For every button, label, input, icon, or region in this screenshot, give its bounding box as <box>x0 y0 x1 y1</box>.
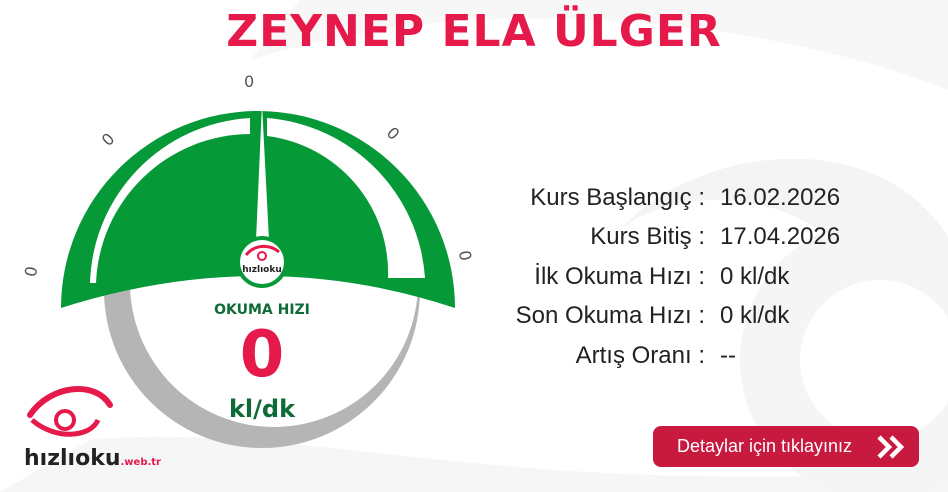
double-chevron-right-icon <box>877 435 905 459</box>
info-value: 0 kl/dk <box>720 262 790 290</box>
info-label: Kurs Bitiş : <box>590 223 705 251</box>
info-row-end: Kurs Bitiş : 17.04.2026 <box>470 218 840 258</box>
info-value: -- <box>720 341 736 369</box>
gauge-needle <box>256 104 269 240</box>
brand-suffix: .web.tr <box>120 457 162 468</box>
gauge-band-right <box>267 118 425 278</box>
info-label: Artış Oranı : <box>575 341 705 369</box>
svg-text:hızlıoku: hızlıoku <box>242 265 281 275</box>
gauge-tick-label: 0 <box>244 72 255 91</box>
info-label: İlk Okuma Hızı : <box>534 262 705 290</box>
info-value: 16.02.2026 <box>720 183 841 211</box>
info-label: Son Okuma Hızı : <box>515 302 705 330</box>
gauge-caption: OKUMA HIZI <box>214 302 310 318</box>
info-row-first-speed: İlk Okuma Hızı : 0 kl/dk <box>470 257 840 297</box>
student-name-title: ZEYNEP ELA ÜLGER <box>226 6 722 57</box>
details-button-label: Detaylar için tıklayınız <box>677 436 853 456</box>
info-row-start: Kurs Başlangıç : 16.02.2026 <box>470 178 840 218</box>
info-label: Kurs Başlangıç : <box>530 183 705 211</box>
brand-logo: hızlıoku.web.tr <box>24 446 161 471</box>
speed-gauge: hızlıoku <box>61 104 455 448</box>
info-row-increase: Artış Oranı : -- <box>470 336 840 376</box>
info-value: 0 kl/dk <box>720 302 790 330</box>
brand-name: hızlıoku <box>24 446 121 471</box>
course-info: Kurs Başlangıç : 16.02.2026 Kurs Bitiş : 1… <box>470 178 841 376</box>
brand-logo-eye <box>27 386 113 437</box>
info-row-last-speed: Son Okuma Hızı : 0 kl/dk <box>470 297 840 337</box>
reading-speed-value: 0 <box>239 318 285 392</box>
details-button[interactable]: Detaylar için tıklayınız <box>653 426 919 467</box>
reading-speed-unit: kl/dk <box>228 395 296 423</box>
info-value: 17.04.2026 <box>720 223 841 251</box>
